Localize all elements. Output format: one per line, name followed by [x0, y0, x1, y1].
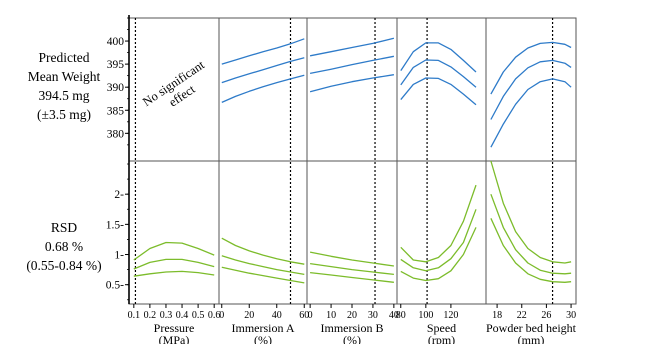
- weight-row-label: Predicted Mean Weight 394.5 mg (±3.5 mg): [0, 48, 128, 124]
- immersion_a-weight-predicted-line: [221, 57, 305, 84]
- speed-weight-upper-line: [400, 42, 477, 73]
- immersion_a-rsd-predicted-line: [221, 255, 305, 276]
- rsd-label-interval: (0.55-0.84 %): [26, 258, 102, 273]
- rsd-ytick-label: 1.5-: [106, 219, 124, 231]
- pressure-xtick-label: 0.4: [176, 310, 189, 321]
- speed-rsd-predicted-line: [400, 209, 477, 272]
- powder_bed_height-rsd-upper-line: [490, 160, 572, 264]
- rsd-label-value: 0.68 %: [44, 239, 84, 254]
- rsd-row-label: RSD 0.68 % (0.55-0.84 %): [0, 218, 128, 275]
- immersion_a-rsd-lower-line: [221, 266, 305, 284]
- weight-ytick-label: 390: [107, 82, 125, 94]
- weight-label-line-2: Mean Weight: [27, 69, 101, 84]
- immersion_a-xlabel: Immersion A: [232, 321, 295, 335]
- pressure-rsd-lower-line: [133, 270, 215, 277]
- speed-xlabel: (rpm): [428, 333, 455, 344]
- powder_bed_height-xtick-label: 30: [566, 310, 576, 321]
- weight-label-interval: (±3.5 mg): [37, 107, 91, 122]
- powder_bed_height-xlabel: (mm): [518, 333, 545, 344]
- immersion_a-rsd-upper-line: [221, 237, 305, 265]
- weight-label-value: 394.5 mg: [38, 88, 90, 103]
- immersion_a-xtick-label: 0: [219, 310, 224, 321]
- powder_bed_height-xtick-label: 26: [541, 310, 551, 321]
- immersion_b-rsd-upper-line: [309, 251, 394, 267]
- rsd-ytick-label: 1-: [114, 250, 124, 262]
- pressure-rsd-predicted-line: [133, 258, 215, 270]
- immersion_b-weight-predicted-line: [309, 55, 395, 75]
- immersion_b-weight-upper-line: [309, 37, 395, 57]
- immersion_b-weight-lower-line: [309, 74, 395, 93]
- weight-ytick-label: 400: [107, 36, 125, 48]
- speed-rsd-upper-line: [400, 184, 477, 263]
- immersion_a-xtick-label: 40: [272, 310, 282, 321]
- powder_bed_height-rsd-lower-line: [490, 218, 572, 283]
- speed-xtick-label: 120: [443, 310, 458, 321]
- speed-xtick-label: 80: [396, 310, 406, 321]
- rsd-ytick-label: 0.5-: [106, 280, 124, 292]
- immersion_a-weight-upper-line: [221, 38, 305, 65]
- speed-weight-lower-line: [400, 77, 477, 106]
- powder_bed_height-xlabel: Powder bed height: [486, 321, 577, 335]
- immersion_b-xtick-label: 30: [368, 310, 378, 321]
- immersion_b-xtick-label: 0: [308, 310, 313, 321]
- rsd-ytick-label: 2-: [114, 189, 124, 201]
- powder_bed_height-weight-lower-line: [490, 78, 572, 148]
- powder_bed_height-weight-upper-line: [490, 41, 572, 95]
- rsd-label-line-1: RSD: [50, 220, 78, 235]
- weight-label-line-1: Predicted: [38, 50, 90, 65]
- speed-xtick-label: 100: [418, 310, 433, 321]
- immersion_b-rsd-lower-line: [310, 271, 394, 283]
- immersion_b-xlabel: Immersion B: [321, 321, 384, 335]
- pressure-xtick-label: 0.3: [160, 310, 173, 321]
- immersion_b-xlabel: (%): [343, 333, 361, 344]
- immersion_a-xtick-label: 60: [299, 310, 309, 321]
- weight-ytick-label: 395: [107, 59, 125, 71]
- immersion_b-xtick-label: 10: [326, 310, 336, 321]
- pressure-rsd-upper-line: [133, 241, 215, 261]
- immersion_a-xtick-label: 20: [244, 310, 254, 321]
- pressure-xtick-label: 0.6: [208, 310, 221, 321]
- pressure-xtick-label: 0.2: [144, 310, 157, 321]
- pressure-xlabel: (MPa): [159, 333, 190, 344]
- immersion_a-weight-lower-line: [221, 74, 305, 103]
- weight-ytick-label: 380: [107, 128, 125, 140]
- powder_bed_height-weight-predicted-line: [490, 59, 572, 120]
- pressure-xtick-label: 0.5: [192, 310, 205, 321]
- pressure-xlabel: Pressure: [154, 321, 195, 335]
- immersion_b-rsd-predicted-line: [310, 262, 394, 276]
- powder_bed_height-rsd-predicted-line: [490, 193, 572, 275]
- weight-ytick-label: 385: [107, 105, 125, 117]
- pressure-xtick-label: 0.1: [128, 310, 141, 321]
- speed-xlabel: Speed: [427, 321, 456, 335]
- speed-rsd-lower-line: [400, 227, 477, 282]
- powder_bed_height-xtick-label: 18: [492, 310, 502, 321]
- speed-weight-predicted-line: [400, 59, 477, 88]
- immersion_b-xtick-label: 20: [347, 310, 357, 321]
- immersion_b-xtick-label: 40: [389, 310, 399, 321]
- powder_bed_height-xtick-label: 22: [517, 310, 527, 321]
- immersion_a-xlabel: (%): [254, 333, 272, 344]
